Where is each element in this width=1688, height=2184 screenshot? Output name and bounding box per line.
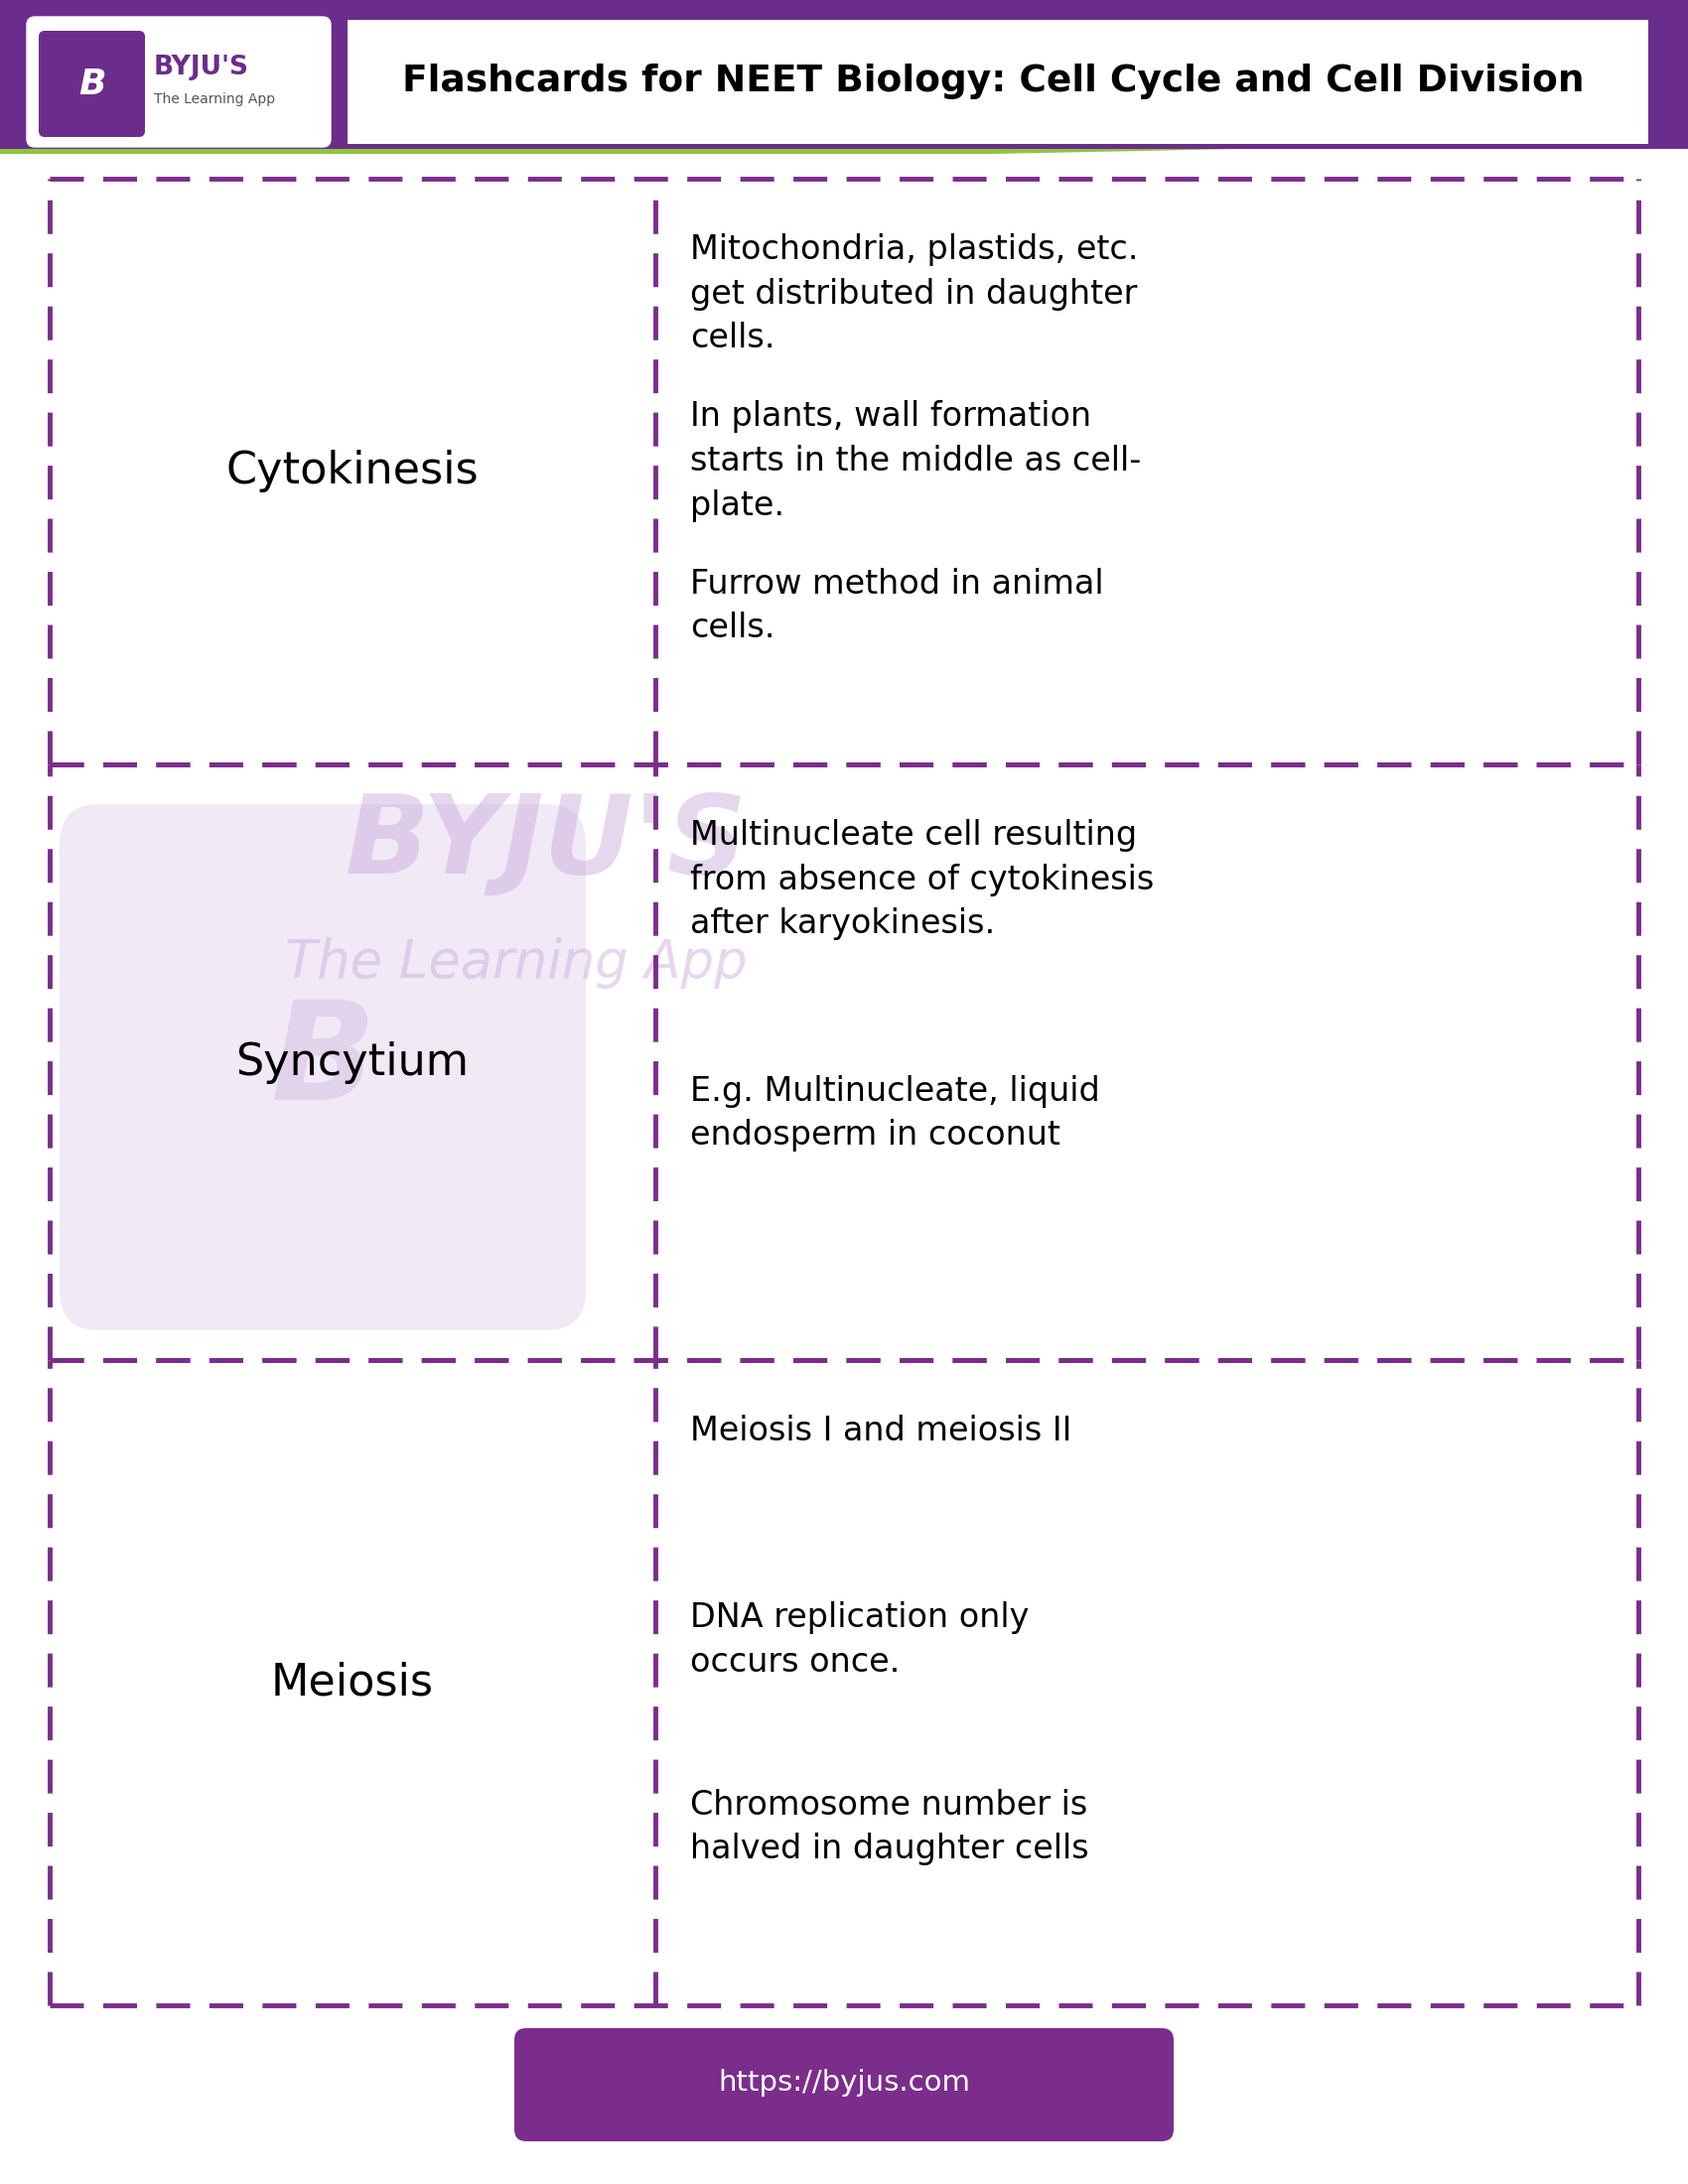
Text: Furrow method in animal
cells.: Furrow method in animal cells.: [690, 568, 1104, 644]
Text: Chromosome number is
halved in daughter cells: Chromosome number is halved in daughter …: [690, 1789, 1089, 1865]
Text: Meiosis: Meiosis: [272, 1662, 434, 1704]
Text: Mitochondria, plastids, etc.
get distributed in daughter
cells.: Mitochondria, plastids, etc. get distrib…: [690, 234, 1138, 354]
Text: E.g. Multinucleate, liquid
endosperm in coconut: E.g. Multinucleate, liquid endosperm in …: [690, 1075, 1101, 1151]
Polygon shape: [0, 0, 1688, 149]
FancyBboxPatch shape: [59, 804, 586, 1330]
FancyBboxPatch shape: [515, 2029, 1173, 2140]
Text: The Learning App: The Learning App: [285, 937, 748, 989]
Text: https://byjus.com: https://byjus.com: [717, 2068, 971, 2097]
Text: B: B: [78, 68, 105, 100]
FancyBboxPatch shape: [27, 17, 331, 146]
Text: Cytokinesis: Cytokinesis: [226, 450, 479, 494]
Text: B: B: [270, 996, 375, 1129]
Polygon shape: [0, 149, 1241, 153]
Text: In plants, wall formation
starts in the middle as cell-
plate.: In plants, wall formation starts in the …: [690, 400, 1141, 522]
FancyBboxPatch shape: [39, 31, 145, 138]
FancyBboxPatch shape: [348, 20, 1647, 144]
Text: The Learning App: The Learning App: [154, 92, 275, 107]
Text: DNA replication only
occurs once.: DNA replication only occurs once.: [690, 1601, 1030, 1679]
Text: Syncytium: Syncytium: [236, 1042, 469, 1083]
Text: BYJU'S: BYJU'S: [344, 791, 748, 898]
Text: BYJU'S: BYJU'S: [154, 55, 250, 81]
Text: Multinucleate cell resulting
from absence of cytokinesis
after karyokinesis.: Multinucleate cell resulting from absenc…: [690, 819, 1155, 941]
Text: Flashcards for NEET Biology: Cell Cycle and Cell Division: Flashcards for NEET Biology: Cell Cycle …: [402, 63, 1583, 98]
Text: Meiosis I and meiosis II: Meiosis I and meiosis II: [690, 1415, 1072, 1448]
